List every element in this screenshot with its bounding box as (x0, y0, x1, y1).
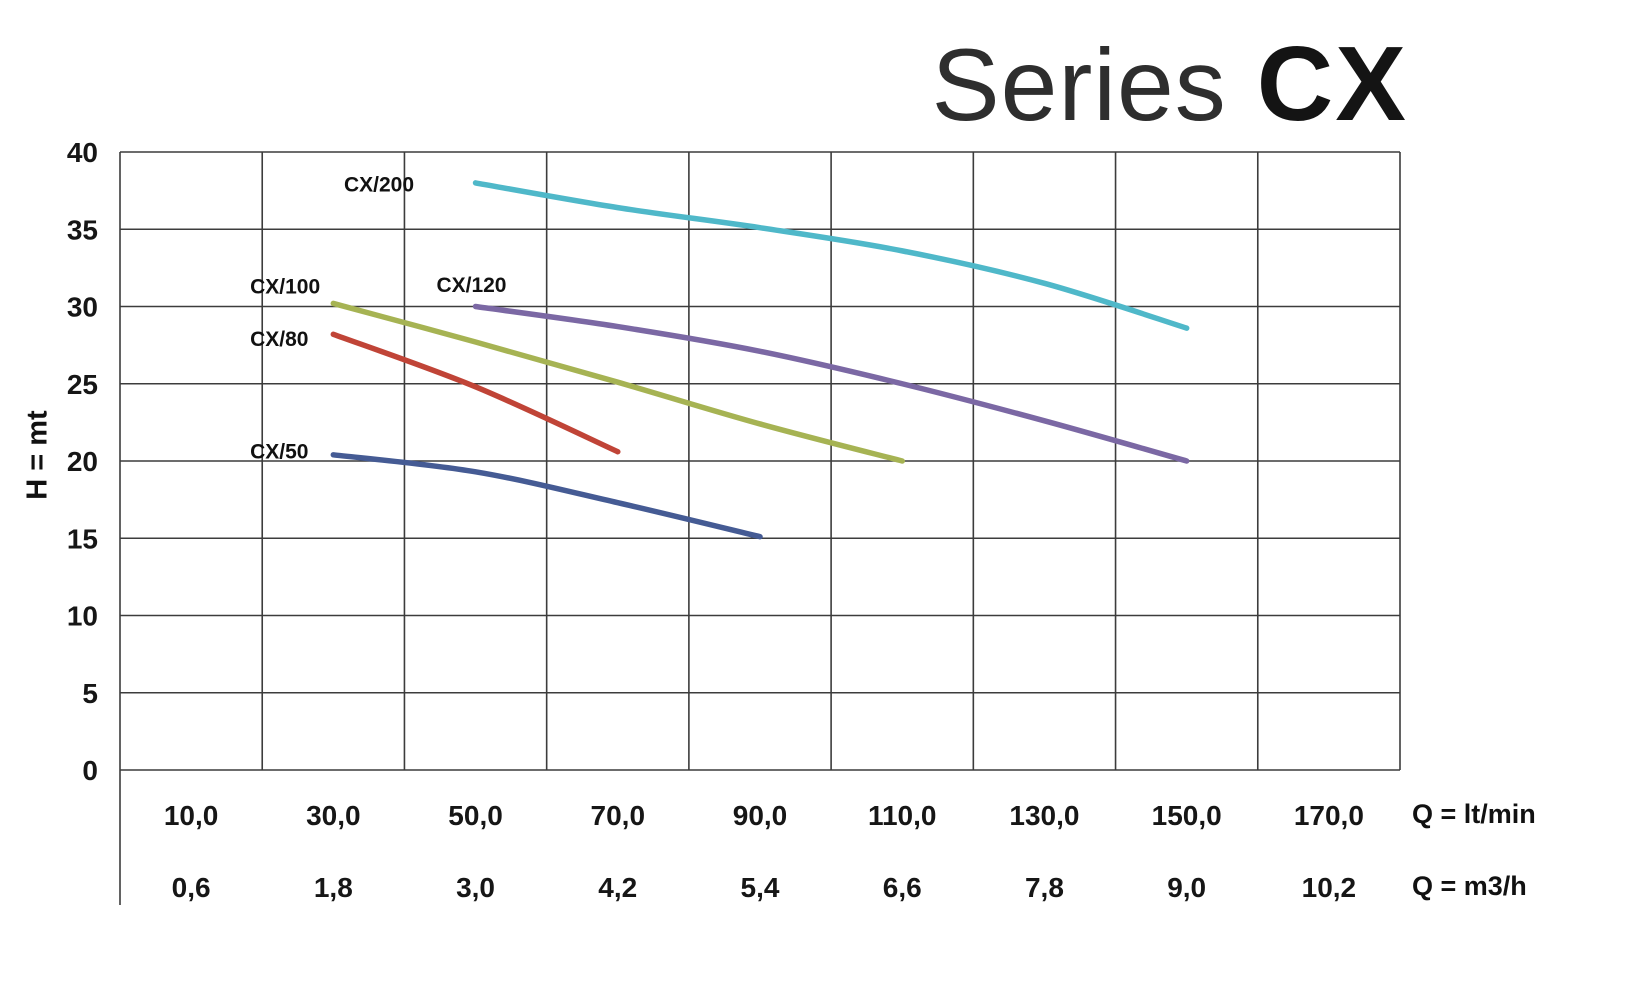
y-tick-label: 20 (67, 446, 98, 477)
chart-title-series-word: Series (931, 28, 1227, 142)
chart-title: Series CX (932, 24, 1408, 145)
x-tick-label-m3h: 0,6 (172, 872, 211, 903)
x-tick-label-m3h: 6,6 (883, 872, 922, 903)
series-label-CX-80: CX/80 (250, 328, 308, 351)
x-tick-label-m3h: 3,0 (456, 872, 495, 903)
x-tick-label-m3h: 9,0 (1167, 872, 1206, 903)
x-tick-label-ltmin: 70,0 (591, 800, 646, 831)
x-tick-label-m3h: 1,8 (314, 872, 353, 903)
x-axis-unit-ltmin: Q = lt/min (1412, 799, 1536, 829)
y-tick-label: 30 (67, 292, 98, 323)
x-tick-label-ltmin: 10,0 (164, 800, 219, 831)
y-tick-label: 15 (67, 523, 98, 554)
x-tick-label-m3h: 10,2 (1302, 872, 1357, 903)
series-label-CX-100: CX/100 (250, 275, 320, 298)
series-label-CX-120: CX/120 (436, 274, 506, 297)
y-tick-label: 35 (67, 214, 98, 245)
x-tick-label-ltmin: 110,0 (868, 800, 937, 831)
series-line-CX-200 (472, 180, 1190, 331)
y-tick-label: 40 (67, 137, 98, 168)
y-tick-label: 25 (67, 369, 98, 400)
y-tick-label: 10 (67, 601, 98, 632)
series-line-CX-50 (330, 452, 763, 540)
x-tick-label-ltmin: 50,0 (448, 800, 503, 831)
x-tick-label-ltmin: 170,0 (1294, 800, 1364, 831)
chart-title-model-word: CX (1256, 25, 1408, 143)
x-axis-unit-m3h: Q = m3/h (1412, 871, 1527, 901)
series-label-CX-50: CX/50 (250, 441, 308, 464)
x-tick-label-ltmin: 130,0 (1009, 800, 1079, 831)
x-tick-label-m3h: 5,4 (741, 872, 780, 903)
series-line-CX-80 (330, 331, 621, 455)
series-label-CX-200: CX/200 (344, 173, 414, 196)
x-tick-label-m3h: 7,8 (1025, 872, 1064, 903)
series-line-CX-100 (330, 300, 905, 464)
x-tick-label-ltmin: 90,0 (733, 800, 788, 831)
y-tick-label: 0 (82, 755, 98, 786)
y-tick-label: 5 (82, 678, 98, 709)
x-tick-label-m3h: 4,2 (598, 872, 637, 903)
x-tick-label-ltmin: 150,0 (1152, 800, 1222, 831)
x-tick-label-ltmin: 30,0 (306, 800, 361, 831)
series-line-CX-120 (472, 303, 1190, 464)
